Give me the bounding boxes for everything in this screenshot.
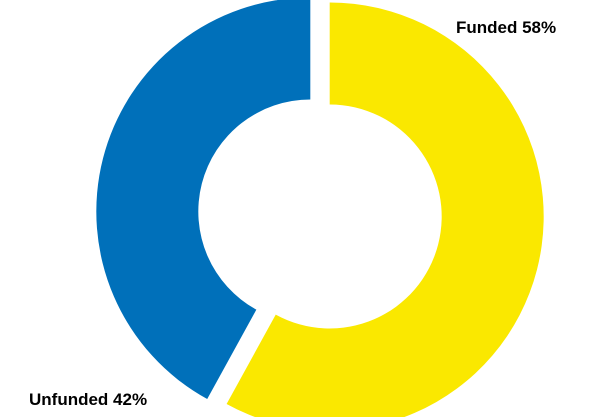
donut-slice-funded xyxy=(226,2,544,417)
donut-slice-unfunded xyxy=(96,0,311,400)
funded-slice-label: Funded 58% xyxy=(456,18,557,37)
unfunded-slice-label: Unfunded 42% xyxy=(29,390,148,409)
